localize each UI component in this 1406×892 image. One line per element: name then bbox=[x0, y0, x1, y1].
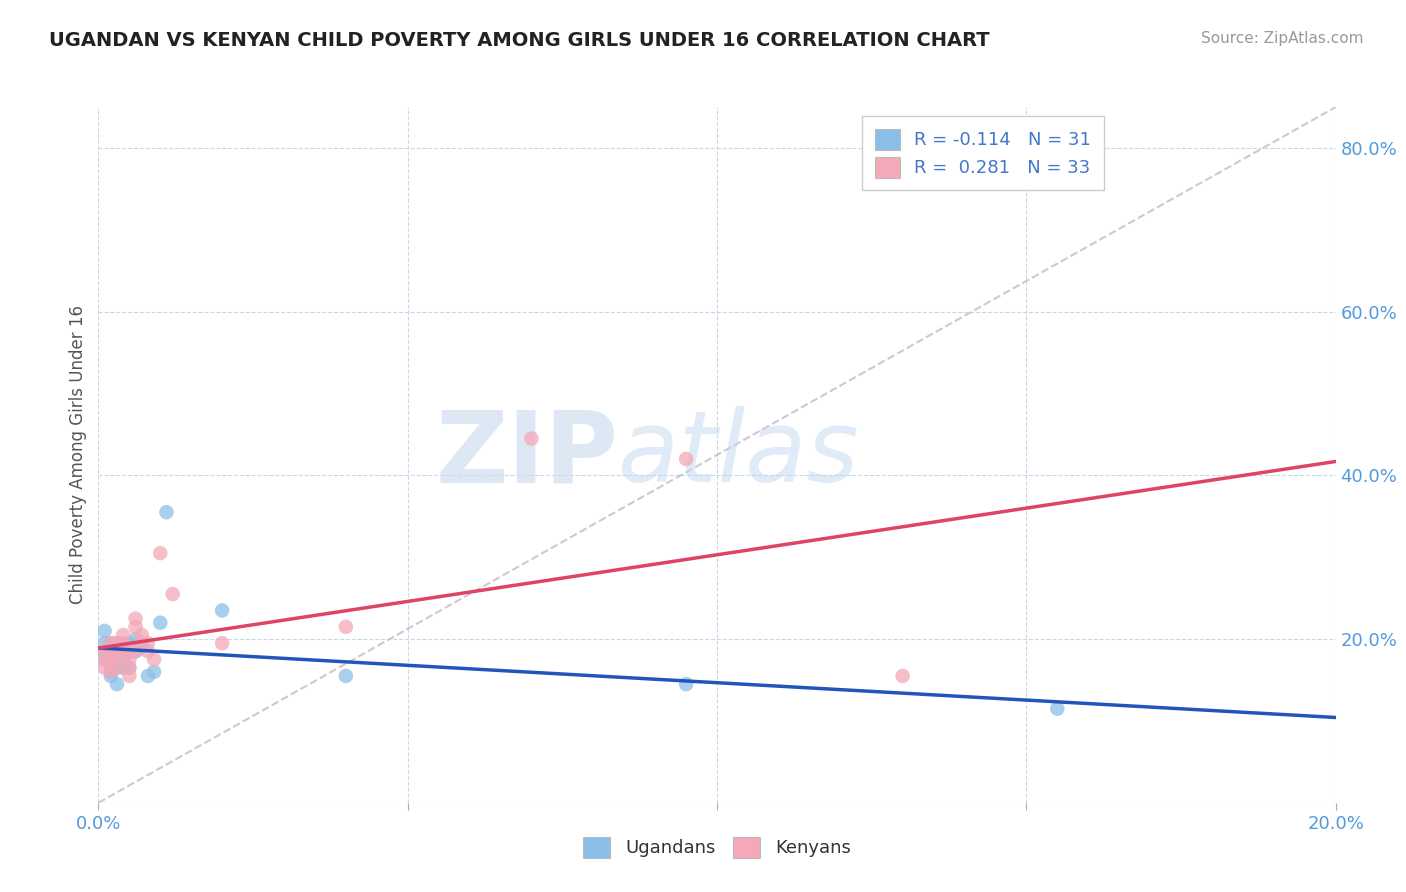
Point bbox=[105, 652, 128, 666]
Point bbox=[93, 652, 115, 666]
Point bbox=[335, 620, 357, 634]
Y-axis label: Child Poverty Among Girls Under 16: Child Poverty Among Girls Under 16 bbox=[69, 305, 87, 605]
Point bbox=[124, 632, 146, 646]
Point bbox=[105, 652, 128, 666]
Point bbox=[1046, 701, 1069, 715]
Point bbox=[93, 636, 115, 650]
Point bbox=[105, 644, 128, 658]
Point bbox=[112, 652, 135, 666]
Point bbox=[891, 669, 914, 683]
Point bbox=[105, 644, 128, 658]
Point bbox=[211, 636, 233, 650]
Point bbox=[93, 661, 115, 675]
Point bbox=[100, 652, 122, 666]
Point bbox=[100, 644, 122, 658]
Point bbox=[118, 669, 141, 683]
Point bbox=[520, 432, 543, 446]
Point bbox=[118, 661, 141, 675]
Point bbox=[124, 612, 146, 626]
Point bbox=[335, 669, 357, 683]
Point bbox=[131, 640, 153, 655]
Point bbox=[136, 644, 159, 658]
Point bbox=[112, 644, 135, 658]
Point bbox=[105, 677, 128, 691]
Point bbox=[136, 669, 159, 683]
Point bbox=[124, 644, 146, 658]
Point bbox=[93, 624, 115, 638]
Text: Source: ZipAtlas.com: Source: ZipAtlas.com bbox=[1201, 31, 1364, 46]
Point bbox=[112, 628, 135, 642]
Point bbox=[675, 452, 697, 467]
Point bbox=[112, 644, 135, 658]
Point bbox=[211, 603, 233, 617]
Point bbox=[155, 505, 177, 519]
Point bbox=[124, 644, 146, 658]
Point bbox=[675, 677, 697, 691]
Point bbox=[105, 661, 128, 675]
Point bbox=[124, 620, 146, 634]
Point bbox=[112, 661, 135, 675]
Point bbox=[100, 636, 122, 650]
Point bbox=[149, 546, 172, 560]
Point bbox=[136, 636, 159, 650]
Point bbox=[100, 665, 122, 679]
Text: ZIP: ZIP bbox=[436, 407, 619, 503]
Point bbox=[105, 661, 128, 675]
Point bbox=[162, 587, 184, 601]
Legend: Ugandans, Kenyans: Ugandans, Kenyans bbox=[571, 824, 863, 871]
Point bbox=[93, 652, 115, 666]
Point bbox=[143, 665, 166, 679]
Point bbox=[100, 636, 122, 650]
Point bbox=[100, 665, 122, 679]
Point bbox=[100, 652, 122, 666]
Point bbox=[93, 644, 115, 658]
Point bbox=[100, 644, 122, 658]
Point bbox=[105, 636, 128, 650]
Point bbox=[149, 615, 172, 630]
Point bbox=[131, 636, 153, 650]
Point bbox=[93, 644, 115, 658]
Text: UGANDAN VS KENYAN CHILD POVERTY AMONG GIRLS UNDER 16 CORRELATION CHART: UGANDAN VS KENYAN CHILD POVERTY AMONG GI… bbox=[49, 31, 990, 50]
Point bbox=[118, 636, 141, 650]
Text: atlas: atlas bbox=[619, 407, 859, 503]
Point bbox=[100, 669, 122, 683]
Point bbox=[105, 636, 128, 650]
Point bbox=[143, 652, 166, 666]
Point bbox=[112, 636, 135, 650]
Point bbox=[118, 644, 141, 658]
Point bbox=[118, 644, 141, 658]
Point bbox=[118, 661, 141, 675]
Point bbox=[131, 628, 153, 642]
Point bbox=[118, 652, 141, 666]
